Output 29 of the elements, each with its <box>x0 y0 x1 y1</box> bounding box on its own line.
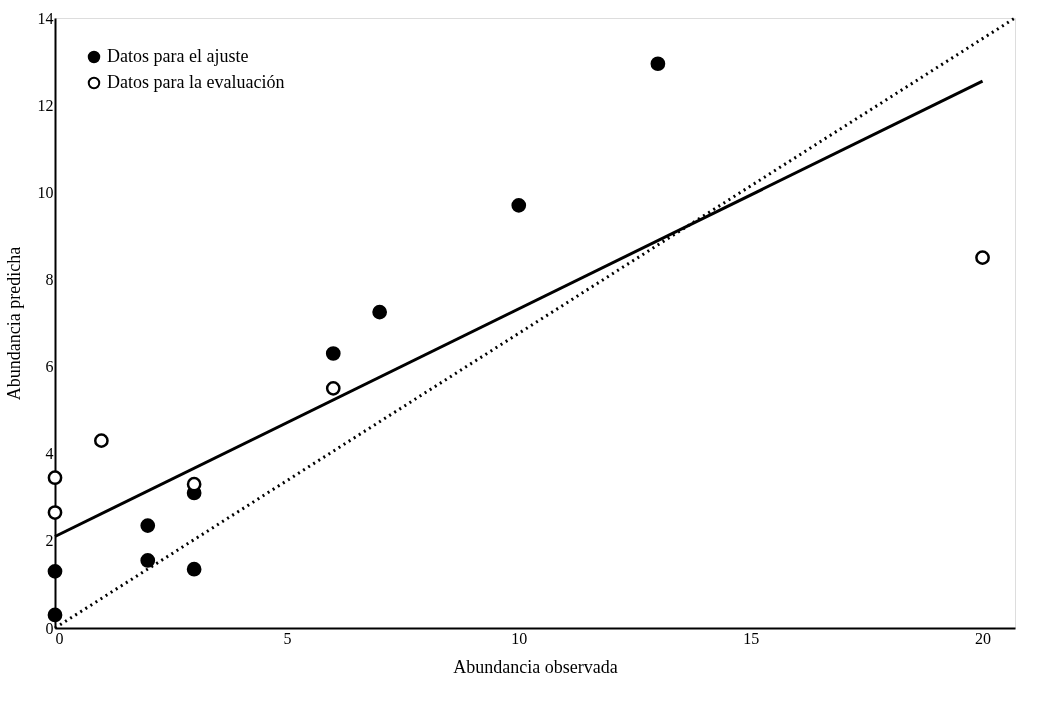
y-tick-label: 14 <box>37 9 54 27</box>
point <box>372 304 388 320</box>
y-axis-title: Abundancia predicha <box>3 246 24 401</box>
point <box>650 56 666 72</box>
y-tick-label: 12 <box>37 96 54 114</box>
point <box>47 470 63 486</box>
x-tick-label: 20 <box>975 629 992 647</box>
point <box>511 198 527 213</box>
point <box>186 561 202 577</box>
x-tick-label: 5 <box>283 629 292 647</box>
x-tick-label: 15 <box>743 629 760 647</box>
point <box>140 553 156 568</box>
y-tick-label: 6 <box>45 358 54 376</box>
y-tick-label: 10 <box>37 183 54 201</box>
y-tick-label: 2 <box>45 532 54 550</box>
point <box>47 564 63 579</box>
point <box>975 250 990 265</box>
point <box>325 346 341 361</box>
x-axis-title: Abundancia observada <box>453 656 618 677</box>
x-tick-label: 10 <box>511 629 528 647</box>
y-tick-label: 4 <box>45 445 54 463</box>
y-tick-label: 8 <box>45 270 54 288</box>
legend-label: Datos para el ajuste <box>107 46 249 66</box>
point <box>140 518 156 533</box>
point <box>47 607 63 623</box>
legend-label: Datos para la evaluación <box>107 72 285 92</box>
point <box>94 433 109 448</box>
point <box>325 381 341 396</box>
point <box>47 505 63 520</box>
